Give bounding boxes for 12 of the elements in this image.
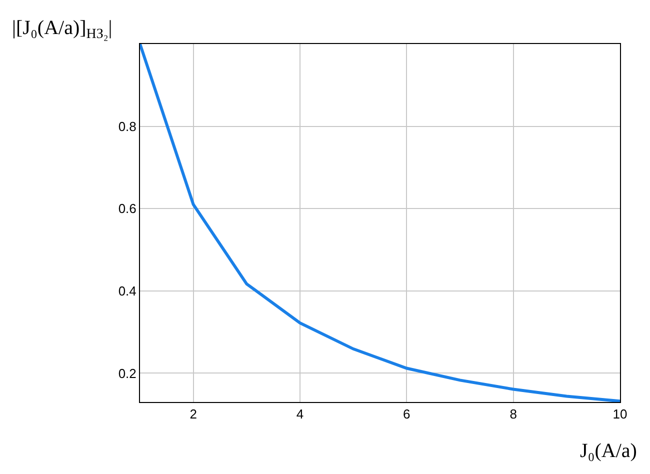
y-tick-label: 0.4 bbox=[118, 283, 136, 298]
x-tick-label: 8 bbox=[510, 406, 517, 422]
y-tick-label: 0.2 bbox=[118, 366, 136, 381]
x-tick-label: 10 bbox=[612, 406, 628, 422]
x-tick-label: 6 bbox=[403, 406, 410, 422]
line-series bbox=[140, 44, 620, 402]
x-tick-label: 4 bbox=[296, 406, 304, 422]
y-tick-label: 0.8 bbox=[118, 118, 136, 134]
y-axis-title: |[J₀(A/a)]$_{НЗ₂}$| bbox=[12, 17, 112, 42]
y-tick-label: 0.6 bbox=[118, 201, 136, 216]
x-tick-label: 2 bbox=[190, 406, 197, 422]
x-axis-title: J₀(A/a) bbox=[580, 440, 637, 462]
